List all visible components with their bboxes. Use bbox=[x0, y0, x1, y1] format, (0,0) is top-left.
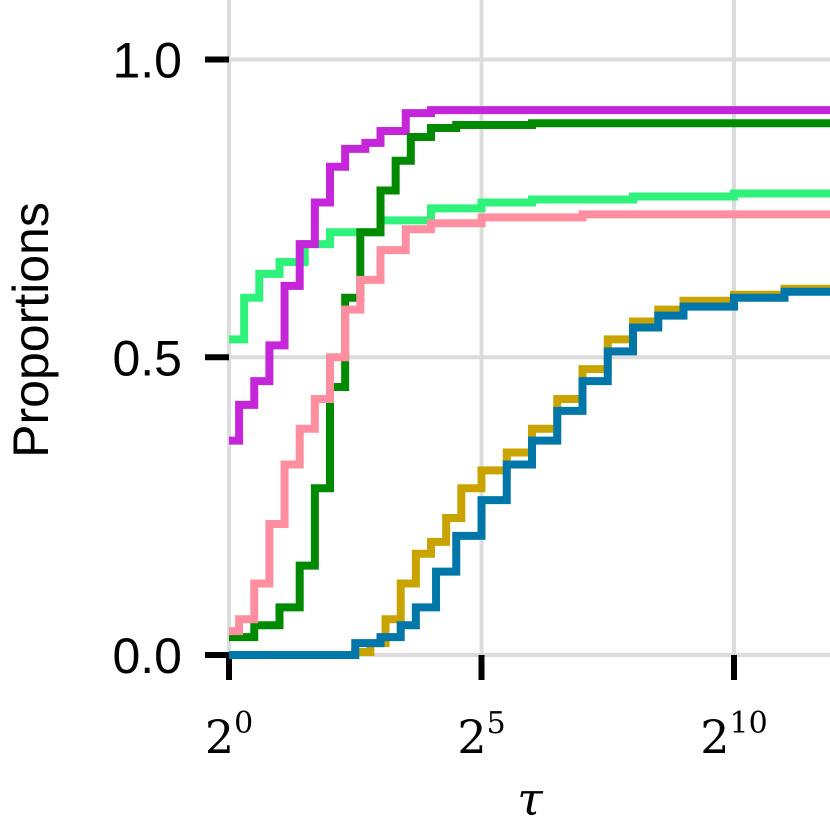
y-tick-label: 0.5 bbox=[112, 330, 182, 386]
y-tick-label: 1.0 bbox=[112, 33, 182, 89]
grid-lines bbox=[227, 0, 830, 657]
series-line bbox=[229, 106, 830, 445]
x-tick-label: 25 bbox=[457, 706, 505, 764]
series-line bbox=[229, 210, 830, 636]
series-line bbox=[229, 119, 830, 642]
x-tick-label: 210 bbox=[700, 706, 767, 764]
x-tick-label: 20 bbox=[205, 706, 253, 764]
tick-labels: 0.0 0.5 1.0 20 25 210 bbox=[112, 33, 767, 764]
series-line bbox=[229, 287, 830, 659]
y-tick-label: 0.0 bbox=[112, 628, 182, 684]
axes bbox=[205, 56, 737, 680]
series-lines bbox=[229, 106, 830, 659]
x-axis-label: τ bbox=[517, 772, 544, 826]
y-axis-label: Proportions bbox=[3, 202, 59, 458]
series-line bbox=[229, 284, 830, 659]
